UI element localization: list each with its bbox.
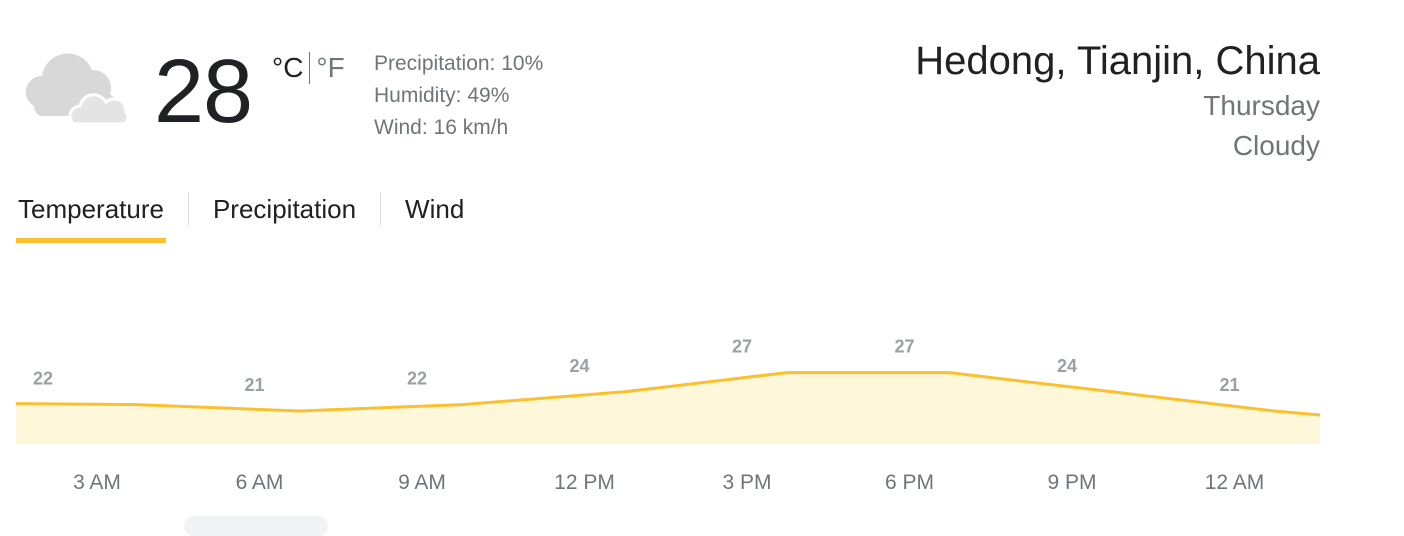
- value-label: 21: [244, 375, 264, 395]
- value-labels: 22 21 22 24 27 27 24 21: [33, 337, 1240, 395]
- tab-divider: [187, 192, 189, 226]
- location-name: Hedong, Tianjin, China: [915, 39, 1320, 83]
- value-label: 27: [732, 337, 752, 357]
- time-label: 3 AM: [73, 471, 121, 494]
- celsius-button[interactable]: °C: [272, 52, 304, 83]
- time-label: 9 AM: [398, 471, 446, 494]
- time-label: 12 AM: [1205, 471, 1265, 494]
- location-panel: Hedong, Tianjin, China Thursday Cloudy: [915, 36, 1320, 166]
- tab-temperature[interactable]: Temperature: [16, 188, 166, 243]
- time-label: 3 PM: [722, 471, 771, 494]
- value-label: 22: [33, 369, 53, 389]
- time-axis: 3 AM 6 AM 9 AM 12 PM 3 PM 6 PM 9 PM 12 AM: [73, 471, 1264, 494]
- temperature-line: [15, 371, 1321, 417]
- humidity-text: Humidity: 49%: [374, 84, 510, 107]
- value-label: 27: [894, 337, 914, 357]
- unit-divider: [309, 52, 311, 84]
- fahrenheit-button[interactable]: °F: [316, 52, 345, 83]
- time-label: 9 PM: [1047, 471, 1096, 494]
- chart-tabs: Temperature Precipitation Wind: [16, 188, 466, 244]
- time-label: 6 PM: [885, 471, 934, 494]
- value-label: 24: [1057, 356, 1077, 376]
- cloudy-icon: [20, 50, 132, 130]
- time-label: 6 AM: [236, 471, 284, 494]
- tab-divider: [380, 192, 382, 226]
- current-temperature: 28: [154, 42, 253, 142]
- scroll-pill: [184, 516, 328, 536]
- value-label: 22: [407, 369, 427, 389]
- temperature-area: [16, 372, 1320, 444]
- tab-precipitation[interactable]: Precipitation: [212, 194, 357, 224]
- day-text: Thursday: [1203, 90, 1320, 121]
- tab-wind[interactable]: Wind: [405, 194, 465, 224]
- unit-toggle: °C °F: [272, 50, 345, 86]
- wind-text: Wind: 16 km/h: [374, 116, 509, 139]
- condition-text: Cloudy: [1232, 130, 1320, 161]
- value-label: 24: [569, 356, 589, 376]
- temperature-chart: 22 21 22 24 27 27 24 21 3 AM 6 AM 9 AM 12 PM 3 PM 6 …: [15, 337, 1321, 494]
- value-label: 21: [1219, 375, 1239, 395]
- time-label: 12 PM: [554, 471, 615, 494]
- weather-details: Precipitation: 10% Humidity: 49% Wind: 1…: [374, 48, 543, 144]
- precipitation-text: Precipitation: 10%: [374, 52, 544, 75]
